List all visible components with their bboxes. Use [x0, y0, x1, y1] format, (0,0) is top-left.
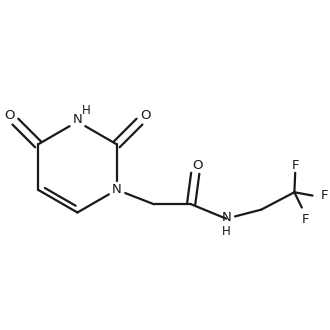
Text: N: N	[112, 183, 122, 196]
Text: F: F	[321, 189, 329, 202]
Text: N: N	[73, 113, 82, 126]
Text: N: N	[222, 211, 232, 223]
Text: H: H	[82, 104, 91, 116]
Text: H: H	[222, 225, 231, 238]
Text: F: F	[301, 214, 309, 226]
Text: O: O	[4, 109, 15, 122]
Text: F: F	[291, 159, 299, 172]
Text: O: O	[141, 109, 151, 122]
Text: O: O	[192, 159, 203, 172]
